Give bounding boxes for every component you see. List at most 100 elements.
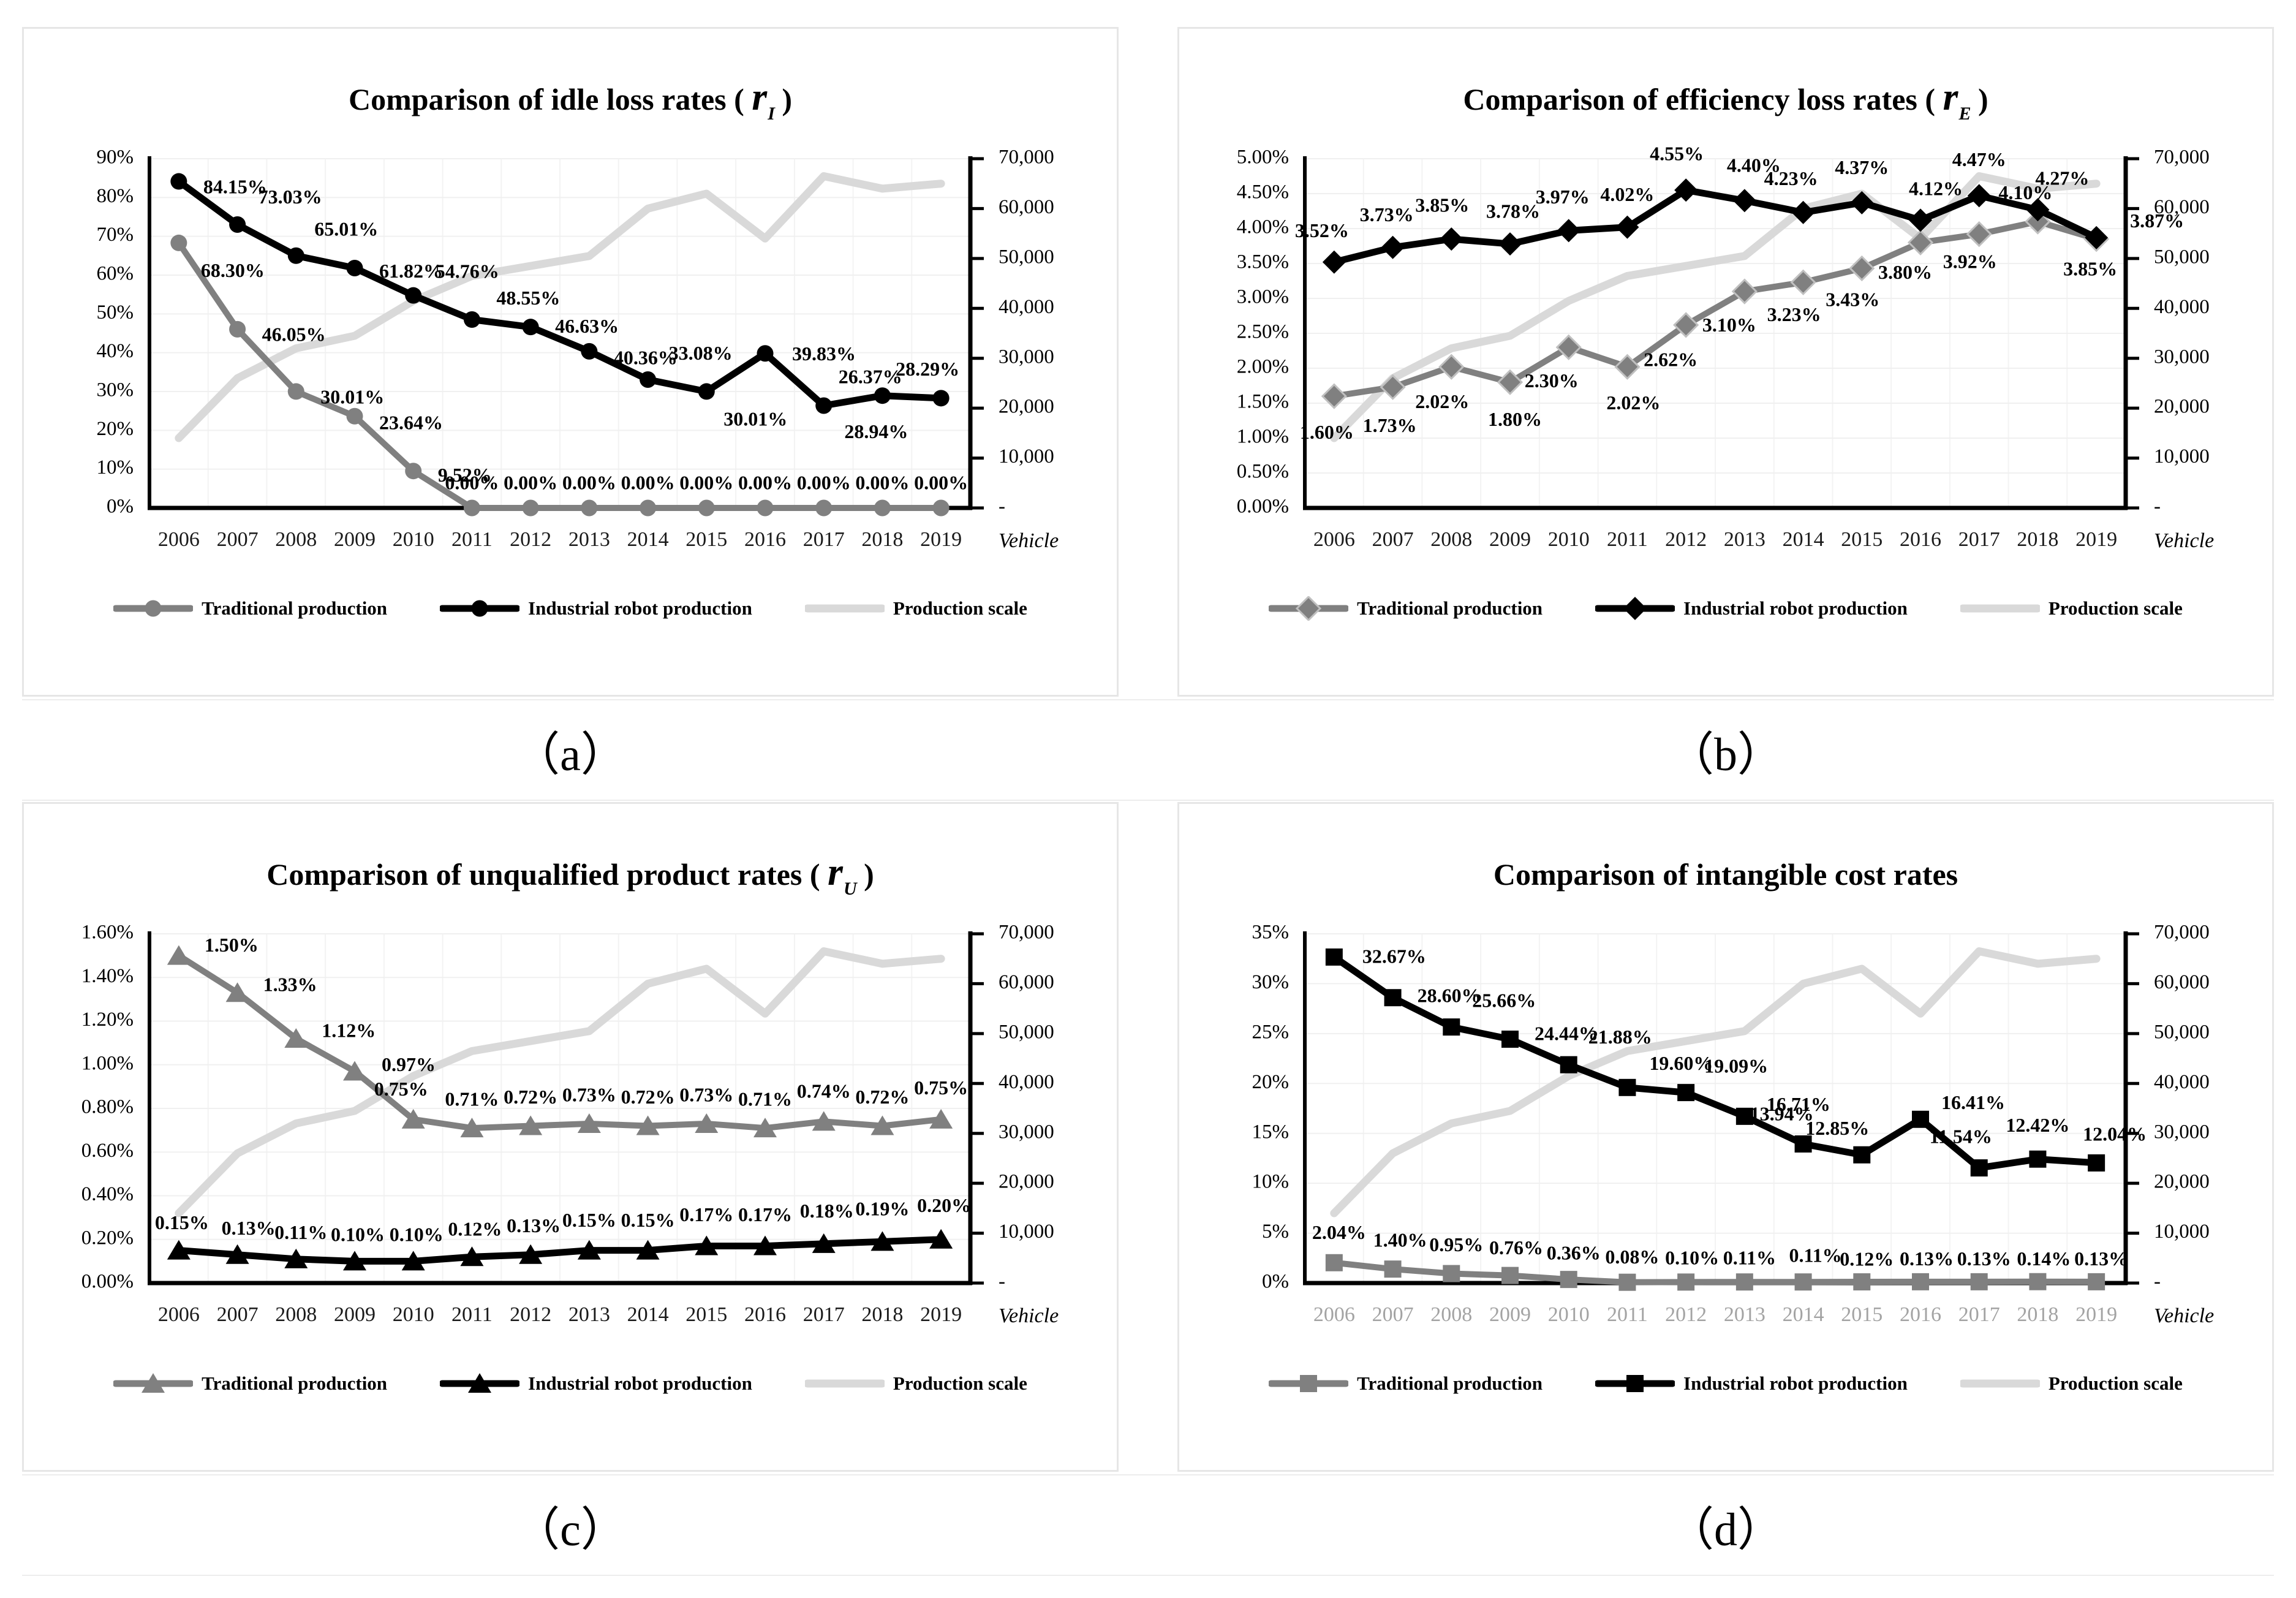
data-label: 0.00% [914,471,968,493]
scale-legend-swatch-icon [804,1379,885,1388]
data-label: 24.44% [1535,1022,1598,1044]
data-label: 0.00% [445,471,499,493]
point-marker [581,499,598,517]
point-marker [698,499,715,517]
data-label: 16.41% [1941,1091,2005,1113]
left-axis-tick-label: 60% [97,262,134,284]
data-label: 4.23% [1764,167,1818,189]
data-label: 3.85% [2063,257,2117,279]
data-label: 0.71% [445,1088,499,1110]
data-label: 12.04% [2083,1123,2147,1145]
data-label: 1.60% [1300,421,1354,443]
x-axis-year-label: 2018 [861,528,903,551]
data-label: 73.03% [259,185,322,207]
point-marker [1853,1146,1871,1164]
x-axis-year-label: 2014 [627,528,669,551]
right-axis-tick-label: 60,000 [2154,196,2210,218]
x-axis-year-label: 2009 [334,1303,376,1326]
point-marker [757,344,774,362]
point-marker [401,1250,425,1270]
point-marker [2088,1154,2105,1172]
point-marker [1853,1273,1871,1290]
x-axis-year-label: 2012 [510,1303,551,1326]
point-marker [519,1244,543,1264]
data-label: 0.75% [374,1078,428,1100]
point-marker [932,389,950,406]
data-label: 0.00% [621,471,675,493]
point-marker [1735,1107,1753,1125]
point-marker [1322,250,1346,274]
data-label: 26.37% [839,365,902,387]
data-label: 4.37% [1835,156,1889,178]
traditional-series-marker-icon [1269,1371,1349,1396]
data-label: 0.13% [2074,1248,2128,1270]
left-axis-tick-label: 2.00% [1237,355,1289,377]
robot-legend-swatch-icon [1595,596,1675,620]
legend-label: Traditional production [202,597,388,619]
point-marker [468,1373,492,1393]
x-axis-year-label: 2015 [1841,528,1882,551]
legend-item-scale: Production scale [804,596,1027,621]
point-marker [1381,235,1405,259]
left-axis-tick-label: 5.00% [1237,146,1289,168]
point-marker [1497,369,1524,395]
x-axis-year-label: 2017 [1958,528,2000,551]
scale-line [1330,947,2101,1217]
point-marker [229,216,246,233]
x-axis-year-label: 2012 [1665,528,1707,551]
scale-legend-swatch-icon [1960,604,2040,613]
right-axis-tick-label: 40,000 [999,1070,1054,1092]
point-marker [287,247,304,264]
series-robot: 3.52% 3.73% 3.85% 3.78%3.97% 4.02% 4.55% 4.40%… [1295,142,2184,274]
right-axis-tick-label: - [999,495,1005,517]
data-label: 16.71% [1767,1093,1830,1115]
point-marker [1618,1078,1636,1096]
data-label: 0.13% [1957,1248,2011,1270]
point-marker [522,318,539,335]
data-label: 0.95% [1429,1233,1483,1255]
data-label: 40.36% [614,346,678,368]
point-marker [874,499,891,517]
point-marker [463,311,480,328]
data-label: 0.15% [562,1209,616,1231]
legend-label: Production scale [893,597,1027,619]
robot-legend-swatch-icon [440,1373,520,1393]
data-label: 0.12% [1840,1248,1894,1270]
data-label: 3.43% [1826,288,1879,310]
x-axis-year-label: 2014 [1783,1303,1824,1326]
right-axis-tick-label: 10,000 [2154,445,2210,468]
data-label: 0.13% [507,1214,561,1236]
legend-item-robot: Industrial robot production [440,596,752,621]
data-label: 4.47% [1952,148,2006,170]
point-marker [401,1108,425,1129]
x-axis-year-label: 2013 [1724,528,1765,551]
series-scale [175,947,945,1217]
left-axis-tick-label: 80% [97,185,134,207]
point-marker [471,600,488,617]
title-text: Comparison of unqualified product rates … [266,857,828,892]
x-axis-year-label: 2018 [2017,528,2058,551]
data-label: 48.55% [496,286,560,308]
x-axis-year-label: 2011 [1607,528,1648,551]
left-axis-tick-label: 25% [1252,1021,1290,1043]
data-label: 0.97% [382,1053,436,1075]
point-marker [1907,229,1934,256]
robot-line [175,1235,945,1265]
point-marker [1614,354,1641,380]
data-label: 0.08% [1605,1246,1659,1268]
x-axis-year-label: 2014 [627,1303,669,1326]
x-axis-year-label: 2009 [1489,528,1531,551]
data-label: 25.66% [1472,989,1536,1011]
point-marker [1970,1159,1988,1176]
x-axis-year-label: 2006 [158,1303,200,1326]
data-label: 0.20% [917,1194,971,1216]
right-axis-tick-label: 30,000 [2154,346,2210,368]
point-marker [636,1240,660,1260]
point-marker [1501,1030,1519,1048]
left-axis-tick-label: 90% [97,146,134,168]
data-label: 1.73% [1363,414,1417,436]
chart-canvas-a: 90% 80% 70% 60% 50% 40% 30% 20% 10% 0% 70,000 60,00… [97,146,1059,551]
right-axis-tick-label: 10,000 [2154,1221,2210,1243]
point-marker [1384,1260,1402,1278]
point-marker [757,499,774,517]
